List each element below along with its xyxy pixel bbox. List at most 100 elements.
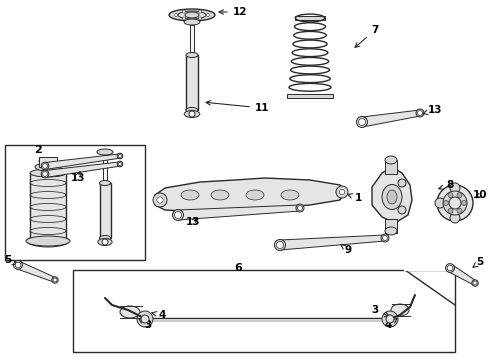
Circle shape [447,265,453,271]
Text: 1: 1 [348,193,362,203]
Ellipse shape [387,190,397,204]
Ellipse shape [391,304,409,316]
Circle shape [398,206,406,214]
Circle shape [141,315,149,323]
Circle shape [398,179,406,187]
Polygon shape [280,235,385,250]
Circle shape [297,206,302,211]
Ellipse shape [181,190,199,200]
Ellipse shape [27,235,69,247]
Text: 5: 5 [4,255,17,265]
Circle shape [198,17,201,20]
Circle shape [382,311,398,327]
Text: 2: 2 [34,145,42,155]
Polygon shape [372,167,412,223]
Ellipse shape [472,280,478,286]
Ellipse shape [178,11,206,19]
Circle shape [174,212,181,219]
Circle shape [43,172,48,176]
Polygon shape [155,178,345,212]
Circle shape [450,213,460,223]
Bar [385,160,397,174]
Text: 13: 13 [186,217,200,227]
Text: 11: 11 [206,101,269,113]
Circle shape [450,183,460,193]
Text: 4: 4 [384,319,397,330]
Text: 3: 3 [371,305,390,316]
Bar [5,145,145,260]
Polygon shape [45,162,120,177]
Circle shape [386,315,394,323]
Circle shape [182,17,186,20]
Circle shape [206,14,210,17]
Circle shape [189,111,195,117]
Ellipse shape [117,153,123,159]
Bar [99,183,111,238]
Circle shape [473,281,477,285]
Circle shape [182,10,186,13]
Ellipse shape [52,277,58,283]
Circle shape [339,189,344,195]
Ellipse shape [246,190,264,200]
Ellipse shape [30,169,66,177]
Circle shape [448,193,453,198]
Text: 13: 13 [71,173,85,183]
Ellipse shape [98,239,112,246]
Ellipse shape [41,170,49,178]
Bar [30,173,66,241]
Circle shape [462,201,466,206]
Polygon shape [361,110,420,127]
Circle shape [437,185,473,221]
Ellipse shape [185,12,199,18]
Polygon shape [178,205,300,220]
Bar [39,157,57,167]
Circle shape [118,162,122,166]
Polygon shape [448,265,476,285]
Ellipse shape [186,53,198,58]
Bar [287,94,333,98]
Ellipse shape [117,161,123,167]
Text: 5: 5 [473,257,484,267]
Ellipse shape [120,306,140,318]
Circle shape [198,10,201,13]
Ellipse shape [381,234,389,242]
Ellipse shape [184,19,200,25]
Ellipse shape [26,236,70,246]
Ellipse shape [35,163,61,171]
Circle shape [449,197,461,209]
Text: 7: 7 [355,25,379,48]
Ellipse shape [169,9,215,21]
Text: 9: 9 [341,245,351,255]
Bar [186,55,198,110]
Circle shape [435,198,445,208]
Ellipse shape [296,204,304,212]
Polygon shape [45,154,120,170]
Text: 4: 4 [152,310,166,320]
Text: 3: 3 [139,319,151,330]
Bar [73,270,455,352]
Circle shape [157,197,163,203]
Circle shape [43,163,48,168]
Bar [190,25,194,55]
Circle shape [102,239,108,245]
Ellipse shape [274,239,286,251]
Ellipse shape [99,180,111,185]
Circle shape [417,111,422,116]
Ellipse shape [172,210,183,220]
Ellipse shape [385,156,397,164]
Ellipse shape [211,190,229,200]
Ellipse shape [99,235,111,240]
Circle shape [457,193,462,198]
Ellipse shape [41,162,49,170]
Text: 8: 8 [439,180,454,190]
Circle shape [383,235,388,240]
Bar [385,219,397,233]
Text: 13: 13 [422,105,442,115]
Text: 10: 10 [473,190,487,200]
Ellipse shape [382,184,402,210]
Text: 6: 6 [234,263,242,273]
Circle shape [457,208,462,213]
Ellipse shape [416,109,424,117]
Text: 12: 12 [219,7,247,17]
Circle shape [448,208,453,213]
